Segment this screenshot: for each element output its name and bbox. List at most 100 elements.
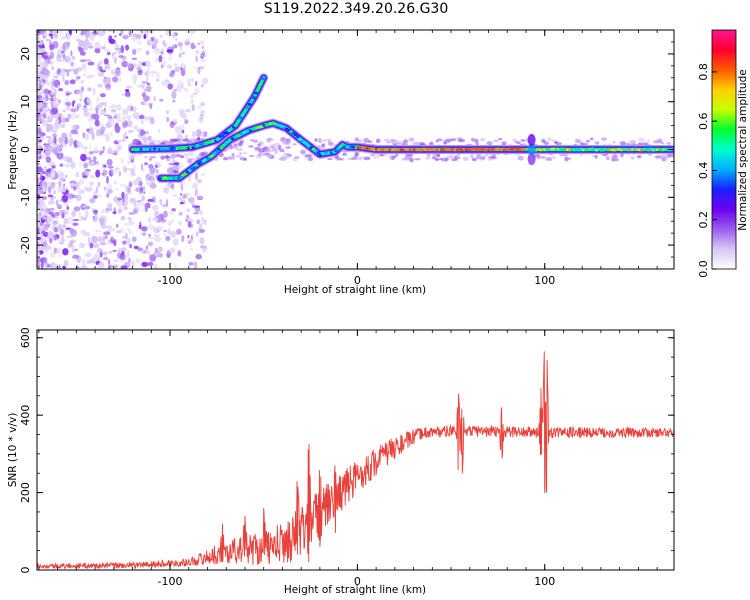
noise-blob <box>123 206 128 211</box>
noise-blob <box>97 181 101 188</box>
noise-blob <box>67 216 74 225</box>
noise-blob <box>85 210 89 219</box>
noise-blob <box>107 148 114 155</box>
noise-blob <box>163 187 170 194</box>
noise-blob <box>52 95 57 103</box>
noise-blob <box>46 123 53 132</box>
noise-blob <box>166 110 169 115</box>
noise-blob <box>42 108 49 114</box>
ridge-main-peak <box>252 96 256 100</box>
noise-blob <box>39 233 42 238</box>
noise-blob <box>58 30 63 35</box>
noise-blob <box>176 85 182 93</box>
noise-blob <box>49 30 53 33</box>
noise-blob <box>112 52 115 57</box>
noise-blob <box>141 206 144 212</box>
noise-blob <box>113 258 119 263</box>
noise-blob <box>47 194 54 198</box>
noise-blob <box>149 103 153 110</box>
noise-blob <box>165 235 171 242</box>
noise-blob <box>114 41 117 47</box>
noise-blob <box>159 34 163 38</box>
noise-blob <box>84 172 87 176</box>
noise-blob <box>146 64 150 73</box>
noise-blob <box>172 238 179 246</box>
noise-blob <box>144 72 148 75</box>
band-blob <box>283 153 291 156</box>
noise-blob <box>146 181 151 186</box>
noise-blob <box>98 59 104 65</box>
noise-blob <box>149 117 155 125</box>
band-blob <box>376 153 381 158</box>
noise-blob <box>56 152 64 160</box>
noise-blob <box>171 218 174 224</box>
noise-blob <box>41 171 47 175</box>
noise-blob <box>71 210 76 218</box>
noise-blob <box>110 68 115 76</box>
snr-y-ticks: 0 200 400 600 <box>19 327 674 574</box>
band-blob <box>373 156 378 159</box>
band-blob <box>160 155 165 160</box>
noise-blob <box>192 182 199 189</box>
noise-blob <box>151 74 154 78</box>
noise-blob <box>118 170 121 177</box>
noise-blob <box>86 75 92 79</box>
band-blob <box>498 138 503 141</box>
noise-blob <box>39 199 44 207</box>
noise-blob <box>48 247 52 250</box>
band-blob <box>285 146 291 149</box>
band-blob <box>435 140 439 143</box>
ridge-main-peak <box>258 82 263 86</box>
noise-blob <box>158 128 161 134</box>
noise-blob <box>80 86 84 92</box>
noise-blob <box>121 191 125 199</box>
band-blob <box>321 143 325 148</box>
noise-blob <box>58 264 61 269</box>
noise-blob <box>128 35 132 38</box>
noise-blob <box>48 91 52 94</box>
noise-blob <box>146 82 151 85</box>
noise-blob <box>97 248 103 254</box>
noise-blob <box>128 182 133 188</box>
noise-blob <box>131 260 134 268</box>
noise-blob <box>37 251 41 257</box>
noise-blob <box>124 198 129 207</box>
noise-blob <box>69 227 74 234</box>
noise-blob <box>145 85 152 93</box>
noise-blob <box>37 121 40 129</box>
snr-x-ticks: -100 0 100 <box>38 330 658 588</box>
noise-blob <box>153 95 157 102</box>
ridge-main-peak <box>225 131 229 135</box>
noise-blob <box>51 66 54 71</box>
noise-blob <box>186 208 191 213</box>
noise-blob <box>156 51 160 55</box>
ridge-main-peak <box>247 103 252 106</box>
noise-blob <box>106 158 113 166</box>
noise-blob <box>50 60 54 65</box>
band-blob <box>327 158 333 160</box>
noise-blob <box>114 166 119 173</box>
noise-blob <box>136 247 143 251</box>
noise-blob <box>152 226 159 234</box>
noise-blob <box>54 211 61 216</box>
y-tick-label: -10 <box>19 188 32 206</box>
noise-blob <box>65 106 71 110</box>
noise-blob <box>121 250 125 256</box>
noise-blob <box>92 156 97 162</box>
band-blob <box>666 142 672 145</box>
band-blob <box>300 149 306 155</box>
noise-blob <box>143 88 147 95</box>
band-blob <box>456 154 460 157</box>
noise-blob <box>50 168 56 176</box>
noise-blob <box>43 205 48 213</box>
noise-blob <box>151 217 157 221</box>
noise-blob <box>70 161 76 169</box>
noise-blob <box>66 156 73 163</box>
noise-blob <box>167 83 173 90</box>
noise-blob <box>112 76 119 83</box>
noise-blob <box>50 182 56 190</box>
noise-blob <box>145 245 149 250</box>
noise-blob <box>138 221 141 226</box>
noise-blob <box>40 154 47 160</box>
noise-blob <box>70 129 78 135</box>
